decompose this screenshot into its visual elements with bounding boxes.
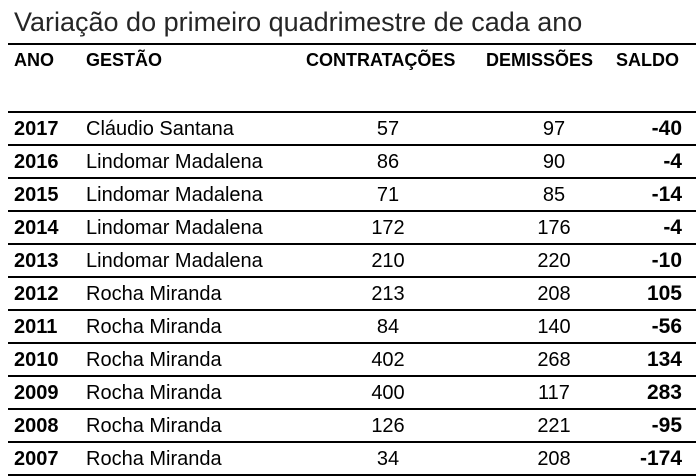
cell-saldo: -174 bbox=[639, 447, 682, 470]
cell-gestao: Lindomar Madalena bbox=[86, 184, 263, 206]
header-spacer bbox=[8, 78, 696, 113]
cell-saldo: -4 bbox=[663, 216, 682, 239]
cell-contratacoes: 86 bbox=[376, 151, 400, 173]
cell-demissoes: 117 bbox=[538, 382, 570, 404]
table-title: Variação do primeiro quadrimestre de cad… bbox=[14, 7, 583, 37]
table-row: 2013 Lindomar Madalena 210 220 -10 bbox=[8, 245, 696, 278]
cell-gestao: Rocha Miranda bbox=[86, 382, 222, 404]
cell-ano: 2007 bbox=[14, 448, 59, 470]
table-row: 2010 Rocha Miranda 402 268 134 bbox=[8, 344, 696, 377]
table-row: 2011 Rocha Miranda 84 140 -56 bbox=[8, 311, 696, 344]
cell-ano: 2012 bbox=[14, 283, 59, 305]
cell-gestao: Rocha Miranda bbox=[86, 415, 222, 437]
cell-demissoes: 221 bbox=[537, 415, 571, 437]
cell-saldo: -40 bbox=[651, 117, 682, 140]
table-row: 2014 Lindomar Madalena 172 176 -4 bbox=[8, 212, 696, 245]
table-row: 2007 Rocha Miranda 34 208 -174 bbox=[8, 443, 696, 476]
cell-demissoes: 268 bbox=[537, 349, 571, 371]
table-body: 2017 Cláudio Santana 57 97 -40 2016 Lindomar M… bbox=[8, 113, 696, 476]
cell-contratacoes: 71 bbox=[376, 184, 400, 206]
cell-demissoes: 97 bbox=[542, 118, 566, 140]
cell-contratacoes: 402 bbox=[371, 349, 405, 371]
cell-contratacoes: 213 bbox=[371, 283, 405, 305]
cell-contratacoes: 126 bbox=[371, 415, 405, 437]
table-header: ANO GESTÃO CONTRATAÇÕES DEMISSÕES SALDO bbox=[8, 43, 696, 78]
cell-ano: 2009 bbox=[14, 382, 59, 404]
table-row: 2017 Cláudio Santana 57 97 -40 bbox=[8, 113, 696, 146]
cell-contratacoes: 400 bbox=[371, 382, 405, 404]
cell-saldo: -56 bbox=[651, 315, 682, 338]
table-row: 2008 Rocha Miranda 126 221 -95 bbox=[8, 410, 696, 443]
table-row: 2012 Rocha Miranda 213 208 105 bbox=[8, 278, 696, 311]
cell-ano: 2008 bbox=[14, 415, 59, 437]
cell-ano: 2016 bbox=[14, 151, 59, 173]
cell-ano: 2015 bbox=[14, 184, 59, 206]
cell-ano: 2010 bbox=[14, 349, 59, 371]
header-demissoes: DEMISSÕES bbox=[486, 50, 594, 70]
cell-gestao: Lindomar Madalena bbox=[86, 217, 263, 239]
cell-demissoes: 208 bbox=[537, 448, 571, 470]
cell-contratacoes: 172 bbox=[371, 217, 405, 239]
cell-gestao: Lindomar Madalena bbox=[86, 151, 263, 173]
cell-ano: 2017 bbox=[14, 118, 59, 140]
cell-saldo: 283 bbox=[646, 381, 682, 404]
header-saldo: SALDO bbox=[616, 50, 679, 70]
cell-demissoes: 208 bbox=[537, 283, 571, 305]
table-row: 2016 Lindomar Madalena 86 90 -4 bbox=[8, 146, 696, 179]
cell-gestao: Lindomar Madalena bbox=[86, 250, 263, 272]
cell-demissoes: 176 bbox=[537, 217, 571, 239]
cell-contratacoes: 210 bbox=[371, 250, 405, 272]
cell-gestao: Cláudio Santana bbox=[86, 118, 234, 140]
cell-saldo: 105 bbox=[646, 282, 682, 305]
hiring-table: ANO GESTÃO CONTRATAÇÕES DEMISSÕES SALDO … bbox=[8, 43, 696, 476]
cell-gestao: Rocha Miranda bbox=[86, 283, 222, 305]
cell-ano: 2013 bbox=[14, 250, 59, 272]
cell-saldo: -10 bbox=[651, 249, 682, 272]
cell-demissoes: 90 bbox=[542, 151, 566, 173]
cell-contratacoes: 34 bbox=[376, 448, 400, 470]
cell-demissoes: 85 bbox=[542, 184, 566, 206]
cell-saldo: -14 bbox=[651, 183, 682, 206]
cell-ano: 2011 bbox=[14, 316, 58, 338]
cell-saldo: -95 bbox=[651, 414, 682, 437]
cell-gestao: Rocha Miranda bbox=[86, 316, 222, 338]
cell-saldo: -4 bbox=[663, 150, 682, 173]
cell-demissoes: 220 bbox=[537, 250, 571, 272]
header-ano: ANO bbox=[14, 50, 54, 70]
cell-contratacoes: 57 bbox=[376, 118, 400, 140]
cell-demissoes: 140 bbox=[537, 316, 571, 338]
header-gestao: GESTÃO bbox=[86, 50, 163, 70]
cell-contratacoes: 84 bbox=[376, 316, 400, 338]
cell-ano: 2014 bbox=[14, 217, 59, 239]
cell-gestao: Rocha Miranda bbox=[86, 448, 222, 470]
header-contratacoes: CONTRATAÇÕES bbox=[306, 50, 456, 70]
table-row: 2015 Lindomar Madalena 71 85 -14 bbox=[8, 179, 696, 212]
cell-saldo: 134 bbox=[646, 348, 682, 371]
table-row: 2009 Rocha Miranda 400 117 283 bbox=[8, 377, 696, 410]
cell-gestao: Rocha Miranda bbox=[86, 349, 222, 371]
